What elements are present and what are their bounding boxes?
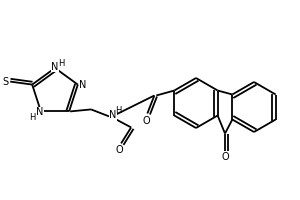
Text: N: N [51,62,59,72]
Text: H: H [115,106,121,115]
Text: O: O [221,152,229,162]
Text: O: O [115,145,123,155]
Text: N: N [79,80,86,90]
Text: N: N [110,110,117,120]
Text: N: N [36,107,43,117]
Text: S: S [2,77,8,87]
Text: H: H [29,113,35,122]
Text: O: O [142,116,150,127]
Text: H: H [58,58,64,68]
